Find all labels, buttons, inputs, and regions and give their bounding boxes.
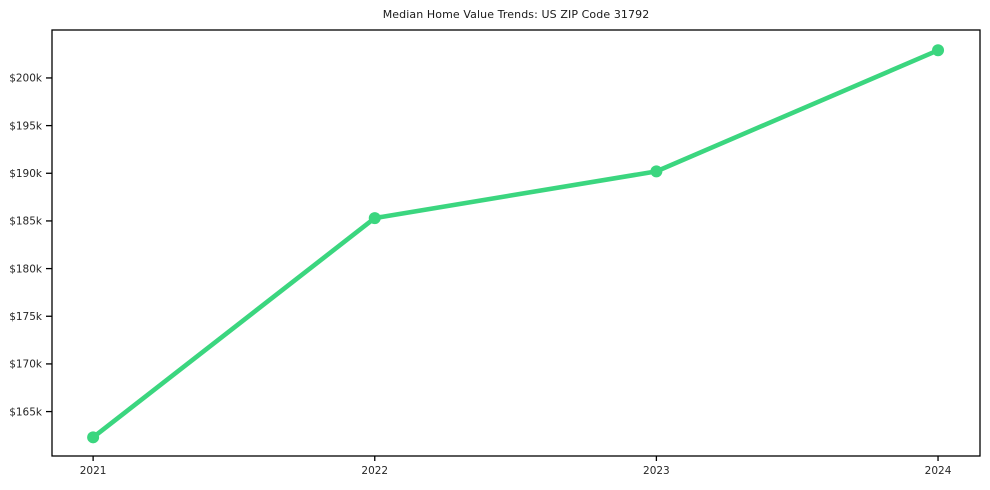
data-point-2021 <box>87 431 100 444</box>
x-tick-label: 2022 <box>361 465 388 477</box>
series-line <box>90 48 941 440</box>
y-tick-label: $175k <box>9 311 43 323</box>
data-point-2024 <box>932 44 945 57</box>
y-tick-label: $190k <box>9 168 43 180</box>
plot-border <box>51 29 981 457</box>
data-point-2022 <box>368 212 381 225</box>
y-tick-label: $195k <box>9 120 43 132</box>
chart-title: Median Home Value Trends: US ZIP Code 31… <box>382 8 650 21</box>
x-tick-label: 2021 <box>80 465 107 477</box>
x-tick-label: 2023 <box>643 465 670 477</box>
y-tick-label: $185k <box>9 216 43 228</box>
y-tick-label: $170k <box>9 359 43 371</box>
y-tick-label: $200k <box>9 73 43 85</box>
x-tick-label: 2024 <box>925 465 952 477</box>
y-tick-label: $165k <box>9 406 43 418</box>
data-point-2023 <box>650 165 663 178</box>
y-tick-label: $180k <box>9 263 43 275</box>
